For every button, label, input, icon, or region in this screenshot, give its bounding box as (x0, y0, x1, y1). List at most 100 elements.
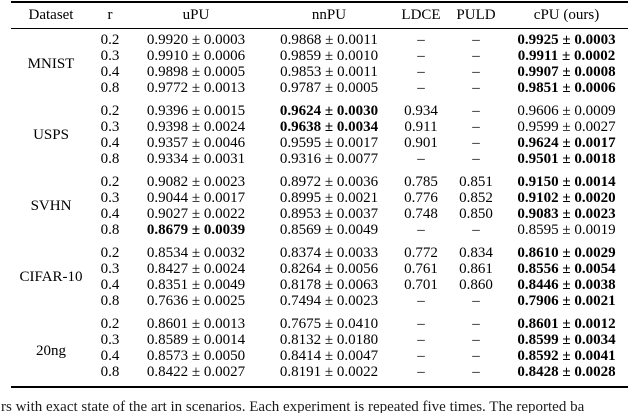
cell-ldce: – (417, 64, 425, 80)
cell-upu: 0.8351 ± 0.0049 (146, 277, 246, 293)
cell-r: 0.3 (100, 261, 120, 277)
cell-upu: 0.8679 ± 0.0039 (146, 222, 246, 238)
cell-nnpu: 0.9595 ± 0.0017 (279, 135, 379, 151)
cell-ldce: 0.761 (404, 261, 438, 277)
cell-cpu: 0.8599 ± 0.0034 (517, 332, 616, 348)
cell-upu: 0.9772 ± 0.0013 (146, 80, 246, 96)
cell-cpu: 0.9911 ± 0.0002 (517, 48, 616, 64)
cell-puld: – (472, 80, 480, 96)
cell-r: 0.4 (100, 206, 120, 222)
table-row: 20ng 0.2 0.8601 ± 0.0013 0.7675 ± 0.0410– –0… (11, 309, 628, 359)
cell-ldce: 0.772 (404, 245, 438, 261)
cell-upu: 0.9027 ± 0.0022 (146, 206, 246, 222)
cell-r: 0.8 (100, 293, 120, 309)
cell-ldce: 0.934 (404, 103, 438, 119)
cell-nnpu: 0.9859 ± 0.0010 (279, 48, 379, 64)
cell-puld: – (472, 48, 480, 64)
cell-ldce: – (417, 32, 425, 48)
cell-upu: 0.9920 ± 0.0003 (146, 32, 246, 48)
cell-cpu: 0.8601 ± 0.0012 (517, 316, 616, 332)
table-row: 0.4 0.9898 ± 0.0005 0.9853 ± 0.0011 – – 0.990… (11, 64, 628, 80)
cell-ldce: – (417, 364, 425, 380)
cell-r: 0.2 (100, 103, 120, 119)
cell-cpu: 0.8610 ± 0.0029 (517, 245, 616, 261)
table-row: 0.3 0.8427 ± 0.0024 0.8264 ± 0.0056 0.761 0.… (11, 261, 628, 277)
cell-nnpu: 0.9868 ± 0.0011 (280, 32, 378, 48)
table-row: MNIST 0.2 0.9920 ± 0.0003 0.9868 ± 0.0011– –… (11, 29, 628, 72)
table-row: 0.8 0.8679 ± 0.0039 0.8569 ± 0.0049 – – 0.859… (11, 222, 628, 238)
cell-r: 0.8 (100, 151, 120, 167)
cell-puld: – (472, 293, 480, 309)
cell-puld: – (472, 332, 480, 348)
cell-r: 0.3 (100, 119, 120, 135)
cell-upu: 0.8589 ± 0.0014 (146, 332, 246, 348)
cell-r: 0.4 (100, 277, 120, 293)
cell-r: 0.4 (100, 64, 120, 80)
cell-cpu: 0.9606 ± 0.0009 (517, 103, 616, 119)
cell-cpu: 0.8592 ± 0.0041 (517, 348, 616, 364)
cell-ldce: 0.776 (404, 190, 438, 206)
column-header-upu: uPU (129, 2, 263, 29)
table-header: Dataset r uPU nnPU LDCE PULD cPU (ours) (11, 2, 628, 29)
table-row: 0.8 0.8422 ± 0.0027 0.8191 ± 0.0022 – – 0.842… (11, 364, 628, 387)
cell-cpu: 0.9599 ± 0.0027 (517, 119, 616, 135)
cell-puld: – (472, 64, 480, 80)
cell-r: 0.2 (100, 316, 120, 332)
cell-puld: – (472, 135, 480, 151)
dataset-label: USPS (33, 127, 69, 143)
cell-nnpu: 0.8374 ± 0.0033 (279, 245, 379, 261)
cell-upu: 0.9044 ± 0.0017 (146, 190, 246, 206)
cell-r: 0.3 (100, 332, 120, 348)
cell-r: 0.2 (100, 245, 120, 261)
cell-upu: 0.9082 ± 0.0023 (146, 174, 246, 190)
cell-nnpu: 0.9853 ± 0.0011 (280, 64, 378, 80)
cell-puld: 0.834 (459, 245, 493, 261)
cell-r: 0.3 (100, 190, 120, 206)
column-header-dataset: Dataset (11, 2, 91, 29)
cell-puld: 0.850 (459, 206, 493, 222)
cell-nnpu: 0.8132 ± 0.0180 (279, 332, 379, 348)
table-row: 0.3 0.9398 ± 0.0024 0.9638 ± 0.0034 0.911 – 0… (11, 119, 628, 135)
dataset-label: 20ng (36, 343, 66, 359)
table-row: 0.3 0.8589 ± 0.0014 0.8132 ± 0.0180 – – 0.859… (11, 332, 628, 348)
cell-cpu: 0.8428 ± 0.0028 (517, 364, 616, 380)
cell-upu: 0.9910 ± 0.0006 (146, 48, 246, 64)
cell-ldce: – (417, 80, 425, 96)
cell-nnpu: 0.8191 ± 0.0022 (279, 364, 379, 380)
cell-r: 0.2 (100, 32, 120, 48)
column-header-nnpu: nnPU (263, 2, 395, 29)
dataset-label: MNIST (27, 56, 75, 72)
cell-cpu: 0.9083 ± 0.0023 (517, 206, 616, 222)
table-row: 0.8 0.9334 ± 0.0031 0.9316 ± 0.0077 – – 0.950… (11, 151, 628, 167)
cell-r: 0.4 (100, 135, 120, 151)
cell-puld: – (472, 103, 480, 119)
cell-ldce: – (417, 348, 425, 364)
table-row: USPS 0.2 0.9396 ± 0.0015 0.9624 ± 0.0030 0.9… (11, 96, 628, 143)
column-header-r: r (91, 2, 129, 29)
cell-ldce: – (417, 316, 425, 332)
column-header-puld: PULD (447, 2, 505, 29)
cell-ldce: 0.911 (404, 119, 438, 135)
cell-cpu: 0.9851 ± 0.0006 (517, 80, 616, 96)
cell-nnpu: 0.9638 ± 0.0034 (279, 119, 379, 135)
cell-nnpu: 0.8414 ± 0.0047 (279, 348, 379, 364)
dataset-label: CIFAR-10 (19, 269, 83, 285)
header-row: Dataset r uPU nnPU LDCE PULD cPU (ours) (11, 2, 628, 29)
cell-puld: – (472, 348, 480, 364)
cell-ldce: – (417, 222, 425, 238)
cell-upu: 0.8422 ± 0.0027 (146, 364, 246, 380)
table-row: 0.4 0.9357 ± 0.0046 0.9595 ± 0.0017 0.901 – 0… (11, 135, 628, 151)
cell-upu: 0.8573 ± 0.0050 (146, 348, 246, 364)
cell-puld: – (472, 32, 480, 48)
cell-upu: 0.9334 ± 0.0031 (146, 151, 246, 167)
cell-ldce: 0.748 (404, 206, 438, 222)
cell-r: 0.3 (100, 48, 120, 64)
cell-puld: – (472, 364, 480, 380)
table-row: 0.8 0.7636 ± 0.0025 0.7494 ± 0.0023 – – 0.790… (11, 293, 628, 309)
cell-cpu: 0.9501 ± 0.0018 (517, 151, 616, 167)
cell-r: 0.4 (100, 348, 120, 364)
table-row: 0.3 0.9044 ± 0.0017 0.8995 ± 0.0021 0.776 0.… (11, 190, 628, 206)
cell-puld: 0.852 (459, 190, 493, 206)
cell-cpu: 0.8595 ± 0.0019 (517, 222, 616, 238)
cell-puld: 0.851 (459, 174, 493, 190)
